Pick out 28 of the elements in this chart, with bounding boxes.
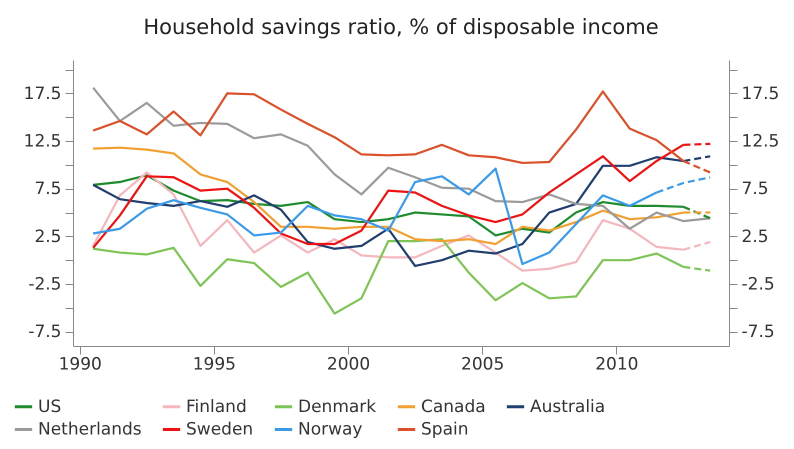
x-tick-label: 2010 [595, 354, 638, 374]
legend-label: Norway [298, 420, 362, 440]
legend-label: US [38, 396, 62, 417]
y2-tick-label: -2.5 [742, 274, 775, 295]
y2-tick-label: 17.5 [742, 84, 780, 104]
y-tick-label: -2.5 [28, 274, 62, 295]
y2-tick-label: 7.5 [742, 179, 769, 200]
legend-label: Netherlands [38, 420, 142, 440]
legend-label: Australia [530, 396, 606, 417]
legend-label: Denmark [298, 396, 376, 417]
y-tick-label: -7.5 [28, 322, 62, 342]
y2-tick-label: 12.5 [742, 132, 780, 152]
legend-label: Canada [421, 396, 486, 417]
y2-tick-label: -7.5 [742, 322, 775, 342]
x-tick-label: 2000 [326, 354, 370, 374]
y-tick-label: 17.5 [24, 84, 62, 104]
legend-label: Spain [421, 420, 468, 440]
y-tick-label: 12.5 [24, 132, 62, 152]
line-series [92, 86, 712, 230]
x-tick-label: 1990 [58, 354, 102, 374]
y2-tick-label: 2.5 [742, 226, 769, 247]
y-tick-label: 2.5 [34, 226, 62, 247]
x-tick-label: 2005 [461, 354, 504, 374]
x-tick-label: 1995 [192, 354, 236, 374]
y-tick-label: 7.5 [34, 179, 62, 200]
chart-title: Household savings ratio, % of disposable income [143, 15, 659, 39]
legend-label: Finland [186, 396, 247, 417]
legend-label: Sweden [186, 420, 254, 440]
